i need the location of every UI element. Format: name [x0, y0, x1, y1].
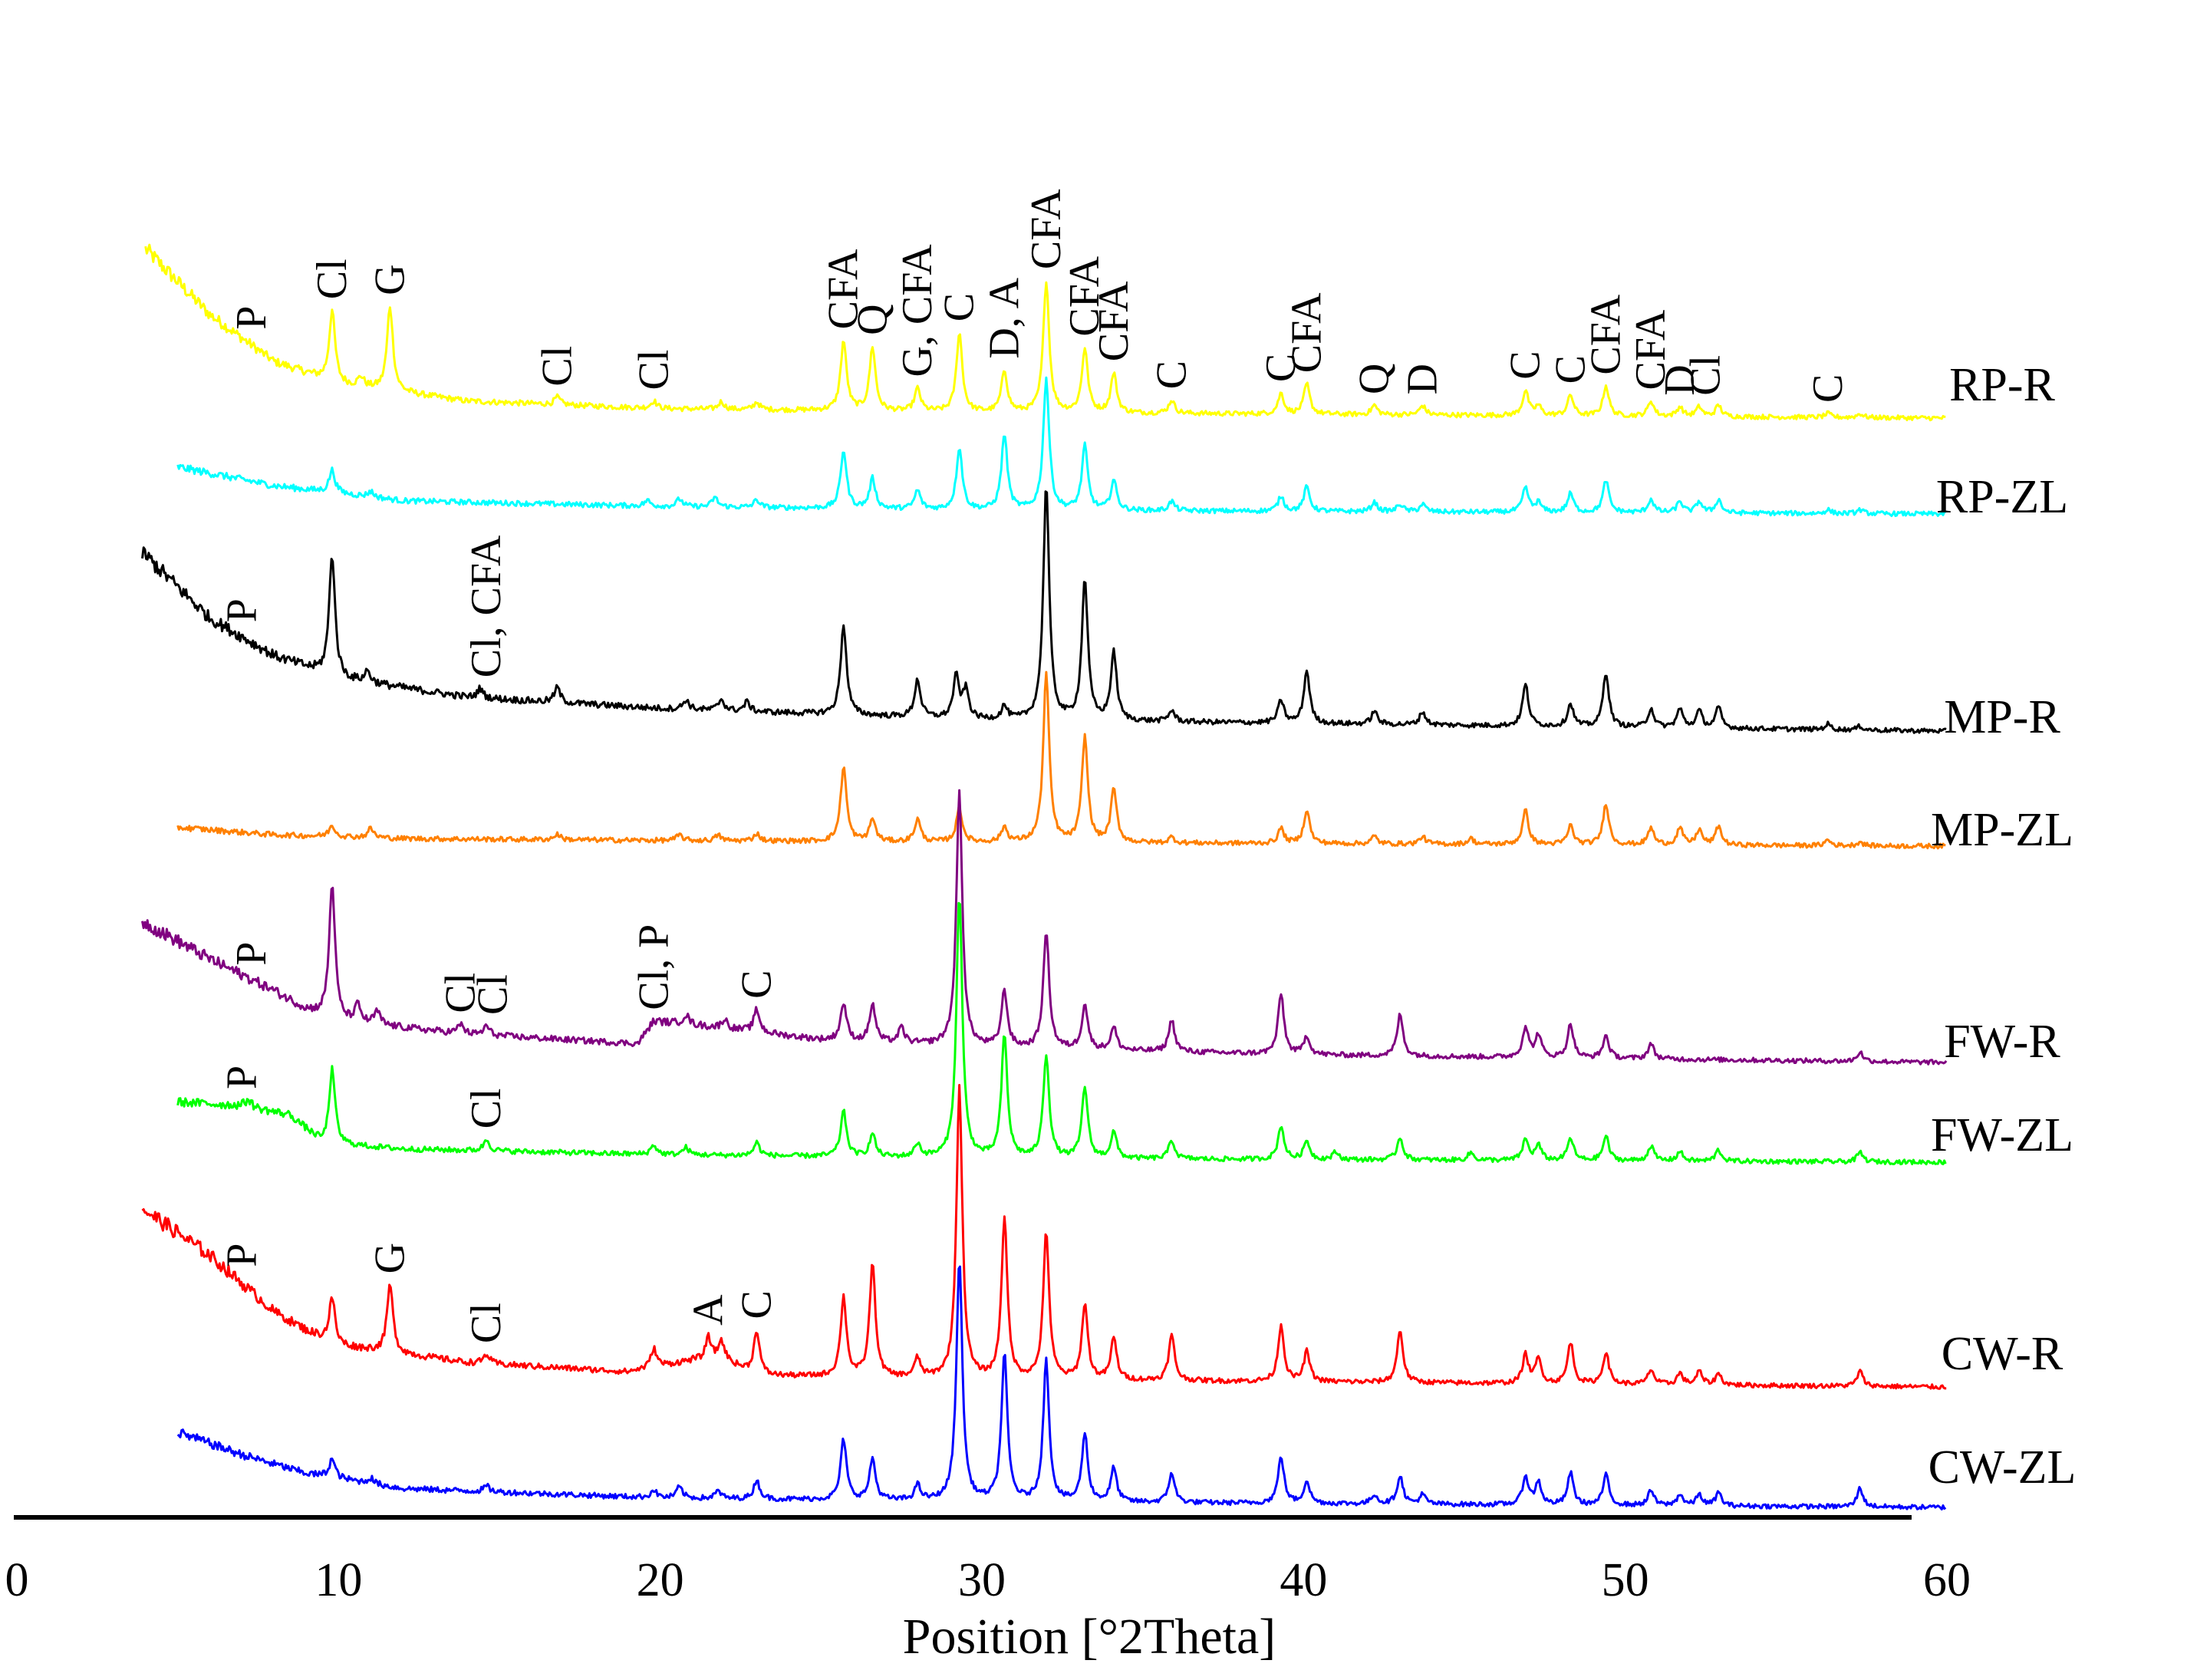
peak-label: G, CFA	[894, 244, 941, 377]
peak-label: A	[685, 1294, 733, 1326]
peak-label: G	[366, 264, 413, 295]
series-label-cw-zl: CW-ZL	[1928, 1441, 2077, 1494]
x-tick-label: 50	[1602, 1554, 1649, 1606]
series-label-mp-r: MP-R	[1944, 691, 2060, 743]
peak-label: CFA	[1583, 294, 1630, 374]
peak-label: C	[1502, 351, 1550, 379]
series-line-rp-zl	[176, 376, 1946, 517]
peak-label: Cl	[533, 346, 581, 387]
peak-label: C	[733, 970, 780, 999]
series-label-rp-zl: RP-ZL	[1936, 471, 2068, 523]
peak-label: CFA	[1061, 255, 1108, 336]
peak-label: P	[219, 1244, 266, 1267]
peak-label: C	[1546, 355, 1594, 384]
peak-label: Q	[1351, 364, 1398, 394]
series-line-mp-r	[141, 490, 1947, 734]
x-tick-label: 60	[1923, 1554, 1971, 1606]
peak-label: Cl	[630, 350, 677, 390]
x-tick-label: 0	[5, 1554, 29, 1606]
peak-label: CFA	[820, 249, 868, 329]
peak-label: P	[228, 942, 275, 966]
series-line-fw-zl	[176, 901, 1947, 1166]
peak-label: D, A	[980, 277, 1028, 358]
series-line-fw-r	[141, 789, 1948, 1066]
series-line-mp-zl	[176, 670, 1946, 850]
x-axis-ticks: 0 10 20 30 40 50 60	[5, 1554, 1971, 1606]
peak-label: Q	[848, 304, 896, 334]
peak-label: G	[366, 1243, 413, 1273]
series-label-cw-r: CW-R	[1942, 1328, 2063, 1380]
x-axis-title: Position [°2Theta]	[903, 1609, 1276, 1665]
peak-label: P	[228, 306, 275, 330]
peak-label: D	[1398, 364, 1446, 394]
peak-label: CFA	[1627, 309, 1675, 390]
peak-label: Cl, P	[630, 924, 677, 1010]
peak-label: C	[1257, 354, 1305, 382]
series-line-rp-r	[144, 243, 1946, 422]
xrd-traces	[141, 243, 1948, 1510]
peak-label: C	[936, 293, 983, 321]
x-tick-label: 20	[637, 1554, 684, 1606]
series-label-fw-r: FW-R	[1944, 1016, 2060, 1068]
peak-label: Cl	[437, 973, 485, 1013]
series-labels: RP-R RP-ZL MP-R MP-ZL FW-R FW-ZL CW-R CW-ZL	[1928, 359, 2077, 1494]
peak-label: Cl	[463, 1303, 510, 1343]
peak-label: C	[1804, 374, 1852, 403]
peak-label: C	[1148, 361, 1195, 389]
x-tick-label: 10	[315, 1554, 362, 1606]
series-line-cw-zl	[176, 1265, 1947, 1510]
peak-label: Cl, CFA	[463, 535, 510, 677]
peak-label: CFA	[1283, 292, 1331, 373]
series-label-rp-r: RP-R	[1949, 359, 2055, 411]
peak-label: C	[733, 1290, 780, 1319]
series-label-fw-zl: FW-ZL	[1931, 1109, 2073, 1161]
peak-label: Cl	[463, 1089, 510, 1129]
peak-label: P	[219, 1066, 266, 1089]
peak-label: Cl	[1682, 355, 1730, 396]
peak-label: Cl	[308, 259, 356, 299]
peak-label: P	[219, 598, 266, 622]
peak-label: CFA	[1090, 281, 1138, 361]
peak-label: Cl	[469, 974, 517, 1015]
series-line-cw-r	[141, 1084, 1947, 1390]
peak-label: CFA	[1023, 189, 1070, 269]
x-tick-label: 40	[1280, 1554, 1327, 1606]
series-label-mp-zl: MP-ZL	[1931, 804, 2073, 856]
peak-label: D	[1656, 364, 1704, 395]
x-tick-label: 30	[958, 1554, 1006, 1606]
